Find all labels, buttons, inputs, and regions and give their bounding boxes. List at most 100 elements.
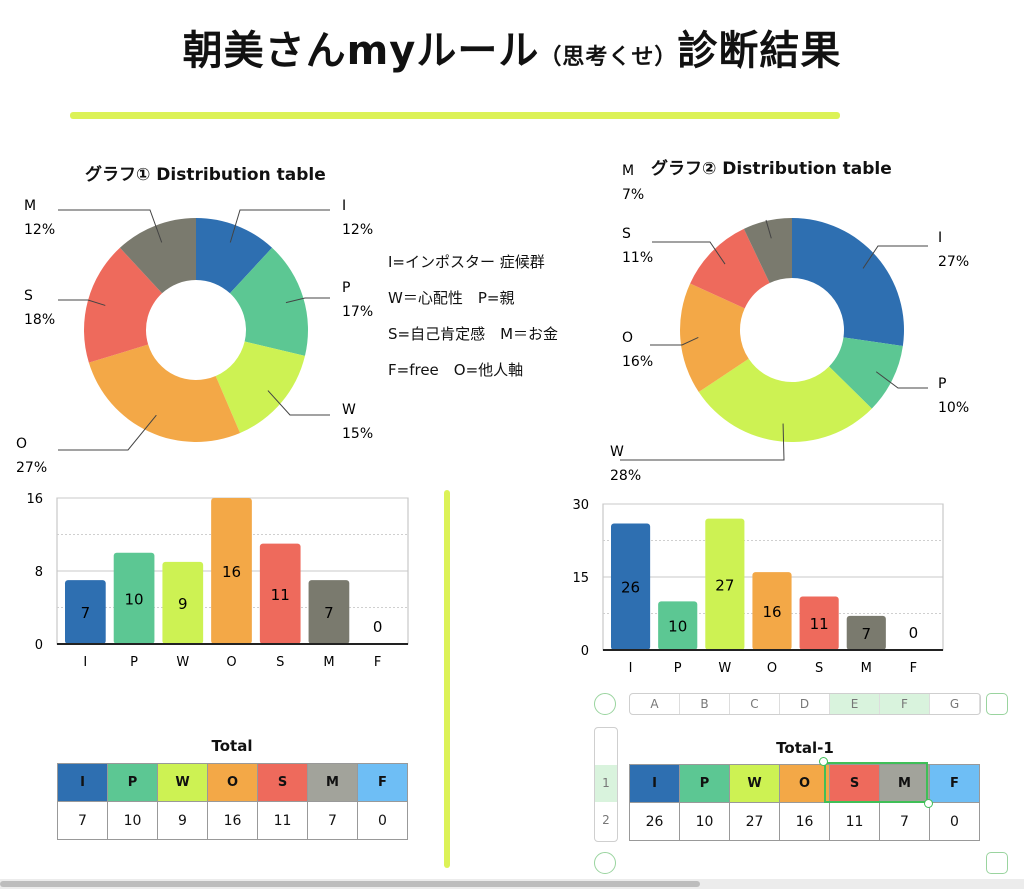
bar-value-i: 7 xyxy=(81,604,91,622)
page-title: 朝美さんmyルール（思考くせ）診断結果 xyxy=(0,18,1024,76)
column-header-d[interactable]: D xyxy=(780,694,830,714)
row-header-1[interactable]: 1 xyxy=(595,765,617,802)
scrollbar-thumb[interactable] xyxy=(0,881,700,887)
column-header-a[interactable]: A xyxy=(630,694,680,714)
table1-cell-w: 9 xyxy=(157,801,208,840)
pie-slice-w xyxy=(698,358,872,443)
pie-percent-m: 12% xyxy=(24,222,55,238)
pie-label-s: S xyxy=(24,288,33,304)
title-end: 診断結果 xyxy=(677,28,842,74)
table2-header-i[interactable]: I xyxy=(629,764,680,803)
x-tick-label: P xyxy=(130,655,138,670)
table2-cell-o[interactable]: 16 xyxy=(779,802,830,841)
pie1-title: グラフ① Distribution table xyxy=(85,165,326,185)
pie-slice-w xyxy=(215,341,305,433)
table2-cell-s[interactable]: 11 xyxy=(829,802,880,841)
table2-cell-f[interactable]: 0 xyxy=(929,802,980,841)
pie-slice-s xyxy=(84,247,163,363)
table2-cell-w[interactable]: 27 xyxy=(729,802,780,841)
column-header-e[interactable]: E xyxy=(830,694,880,714)
table2-header-w[interactable]: W xyxy=(729,764,780,803)
bar-m xyxy=(846,615,886,650)
pie-label-s: S xyxy=(622,226,631,242)
horizontal-scrollbar[interactable] xyxy=(0,879,1024,889)
leader-line xyxy=(267,390,330,416)
legend-line-4: F=free O=他人軸 xyxy=(388,361,524,379)
table2-header-s[interactable]: S xyxy=(829,764,880,803)
bar-value-p: 10 xyxy=(125,590,144,608)
y-tick-label: 0 xyxy=(581,644,589,659)
cell-selection-outline[interactable] xyxy=(824,762,928,803)
leader-line xyxy=(875,371,928,389)
pie-slice-s xyxy=(690,228,770,309)
title-underline xyxy=(70,112,840,119)
x-tick-label: S xyxy=(815,661,823,676)
pie-percent-o: 16% xyxy=(622,354,653,370)
bar-s xyxy=(259,543,301,644)
table1-header-o: O xyxy=(207,763,258,802)
table2-cell-m[interactable]: 7 xyxy=(879,802,930,841)
bar-o xyxy=(752,572,792,650)
leader-line xyxy=(58,209,163,243)
table1-cell-f: 0 xyxy=(357,801,408,840)
x-tick-label: P xyxy=(674,661,682,676)
leader-line xyxy=(765,219,772,239)
pie-percent-s: 11% xyxy=(622,250,653,266)
leader-line xyxy=(650,336,699,346)
bar-value-s: 11 xyxy=(271,586,290,604)
x-tick-label: F xyxy=(374,655,381,670)
leader-line xyxy=(620,423,785,461)
legend-line-1: I=インポスター 症候群 xyxy=(388,253,545,271)
add-row-handle[interactable] xyxy=(594,852,616,874)
leader-line xyxy=(58,414,157,451)
x-tick-label: M xyxy=(861,661,872,676)
pie-percent-w: 15% xyxy=(342,426,373,442)
y-tick-label: 30 xyxy=(572,498,589,513)
pie-slice-o xyxy=(88,344,241,442)
table-select-handle[interactable] xyxy=(594,693,616,715)
add-column-handle[interactable] xyxy=(986,693,1008,715)
bar-w xyxy=(705,518,745,650)
table2-header-m[interactable]: M xyxy=(879,764,930,803)
row-header-2[interactable]: 2 xyxy=(602,813,610,827)
bar-value-f: 0 xyxy=(909,624,919,642)
bar-value-o: 16 xyxy=(222,563,241,581)
table2-cell-i[interactable]: 26 xyxy=(629,802,680,841)
column-header-b[interactable]: B xyxy=(680,694,730,714)
resize-table-handle[interactable] xyxy=(986,852,1008,874)
x-tick-label: M xyxy=(323,655,334,670)
pie-percent-w: 28% xyxy=(610,468,641,484)
y-tick-label: 8 xyxy=(35,565,43,580)
column-header-c[interactable]: C xyxy=(730,694,780,714)
x-tick-label: O xyxy=(767,661,777,676)
table2-header-f[interactable]: F xyxy=(929,764,980,803)
column-header-f[interactable]: F xyxy=(880,694,930,714)
bar-i xyxy=(65,580,106,644)
column-header-g[interactable]: G xyxy=(930,694,980,714)
leader-line xyxy=(652,241,726,265)
bar-value-m: 7 xyxy=(324,604,334,622)
pie-label-i: I xyxy=(938,230,942,246)
pie-label-p: P xyxy=(342,280,350,296)
table2-header-p[interactable]: P xyxy=(679,764,730,803)
bar-w xyxy=(162,561,204,644)
pie-slice-p xyxy=(229,247,309,356)
x-tick-label: I xyxy=(629,661,633,676)
bar-i xyxy=(611,523,651,650)
pie-label-p: P xyxy=(938,376,946,392)
bar-m xyxy=(308,580,350,644)
bar-value-o: 16 xyxy=(762,603,781,621)
row-header-spacer xyxy=(595,728,617,765)
pie-percent-o: 27% xyxy=(16,460,47,476)
table1-cell-o: 16 xyxy=(207,801,258,840)
table1-header-i: I xyxy=(57,763,108,802)
table1-cell-i: 7 xyxy=(57,801,108,840)
table2-cell-p[interactable]: 10 xyxy=(679,802,730,841)
table2-header-o[interactable]: O xyxy=(779,764,830,803)
selection-handle-end[interactable] xyxy=(924,799,933,808)
selection-handle-start[interactable] xyxy=(819,757,828,766)
